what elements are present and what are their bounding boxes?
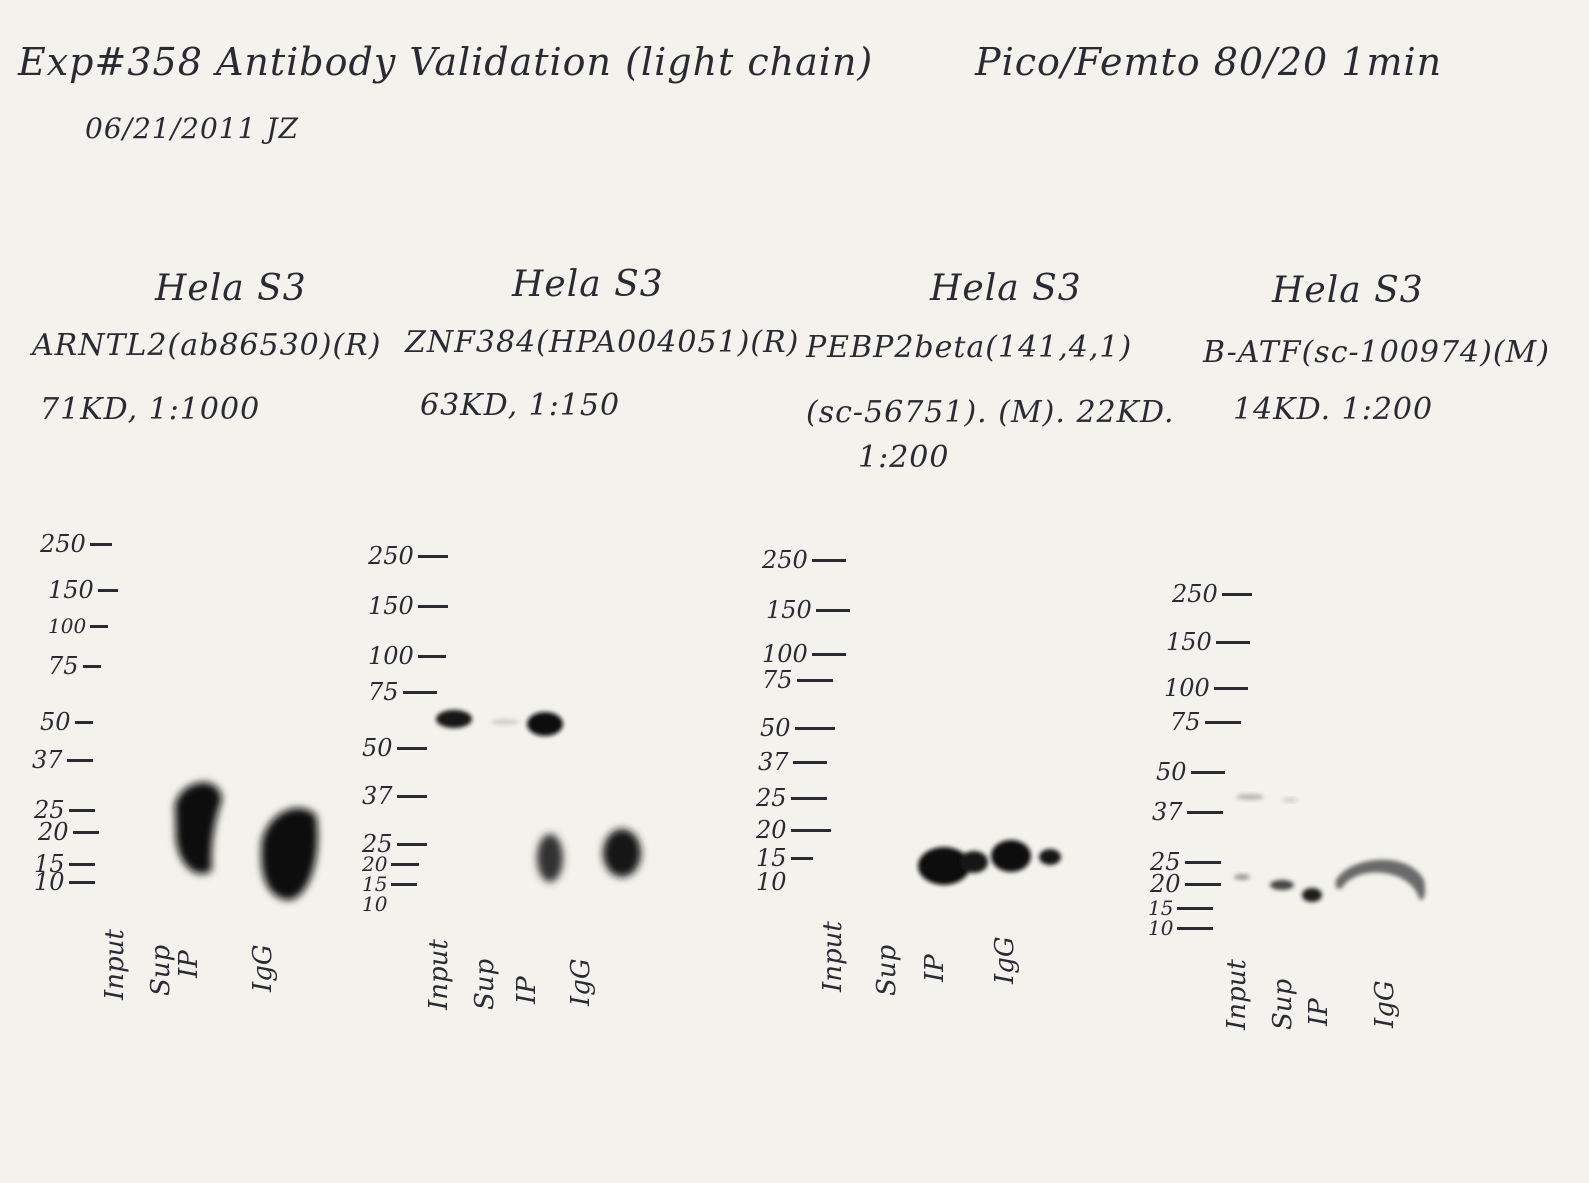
- panel2-igg-band: [603, 829, 641, 877]
- panel1-marker-50: 50: [40, 708, 93, 736]
- panel2-input-band: [436, 710, 472, 728]
- panel1-marker-20: 20: [38, 818, 99, 846]
- panel1-conditions: 71KD, 1:1000: [40, 392, 261, 427]
- panel2-conditions: 63KD, 1:150: [420, 388, 621, 423]
- panel2-marker-20: 20: [362, 852, 420, 876]
- panel3-marker-150: 150: [766, 596, 850, 624]
- panel4-sup-faint-band: [1282, 798, 1298, 802]
- panel2-ip-band-lower: [537, 834, 563, 882]
- panel4-marker-150: 150: [1166, 628, 1250, 656]
- panel2-cell-line: Hela S3: [512, 264, 664, 305]
- panel4-input-faint-band: [1236, 794, 1264, 800]
- panel2-ip-band-upper: [527, 712, 563, 736]
- panel3-marker-20: 20: [756, 816, 831, 844]
- panel4-marker-50: 50: [1156, 758, 1225, 786]
- panel3-marker-250: 250: [762, 546, 846, 574]
- panel4-marker-75: 75: [1170, 708, 1241, 736]
- panel4-sup-band: [1270, 880, 1294, 890]
- panel3-marker-25: 25: [756, 784, 827, 812]
- panel4-marker-100: 100: [1164, 674, 1248, 702]
- panel2-marker-10: 10: [362, 892, 388, 916]
- panel3-marker-75: 75: [762, 666, 833, 694]
- panel4-marker-10: 10: [1148, 916, 1214, 940]
- panel2-marker-250: 250: [368, 542, 448, 570]
- panel3-marker-10: 10: [756, 868, 787, 896]
- panel3-marker-100: 100: [762, 640, 846, 668]
- panel4-cell-line: Hela S3: [1272, 270, 1424, 311]
- panel2-marker-75: 75: [368, 678, 437, 706]
- panel4-marker-20: 20: [1150, 870, 1221, 898]
- panel2-marker-25: 25: [362, 830, 427, 858]
- panel3-marker-37: 37: [758, 748, 827, 776]
- panel4-input-band: [1234, 874, 1250, 880]
- panel1-marker-100: 100: [48, 614, 109, 638]
- panel3-antibody: PEBP2beta(141,4,1): [806, 330, 1133, 365]
- panel4-conditions: 14KD. 1:200: [1233, 392, 1434, 427]
- panel2-antibody: ZNF384(HPA004051)(R): [405, 325, 800, 360]
- panel1-antibody: ARNTL2(ab86530)(R): [32, 328, 382, 363]
- panel1-marker-10: 10: [34, 868, 95, 896]
- panel3-ip-band-b: [960, 851, 988, 873]
- panel3-ip-band: [918, 847, 970, 885]
- detection-note: Pico/Femto 80/20 1min: [975, 40, 1443, 84]
- panel2-marker-100: 100: [368, 642, 446, 670]
- experiment-title: Exp#358 Antibody Validation (light chain…: [18, 40, 874, 84]
- panel4-marker-250: 250: [1172, 580, 1252, 608]
- panel4-ip-band: [1302, 888, 1322, 902]
- panel1-marker-25: 25: [34, 796, 95, 824]
- date-initials: 06/21/2011 JZ: [85, 112, 299, 145]
- panel3-marker-50: 50: [760, 714, 835, 742]
- panel2-sup-band: [491, 719, 519, 725]
- panel2-marker-150: 150: [368, 592, 448, 620]
- panel3-igg-band-b: [1039, 849, 1061, 865]
- panel3-cell-line: Hela S3: [930, 268, 1082, 309]
- panel4-marker-37: 37: [1152, 798, 1223, 826]
- panel2-marker-15: 15: [362, 872, 418, 896]
- panel1-marker-75: 75: [48, 652, 101, 680]
- panel1-marker-15: 15: [34, 850, 95, 878]
- panel4-igg-band: [1335, 859, 1426, 900]
- panel3-marker-15: 15: [756, 844, 813, 872]
- panel1-ip-band: [175, 782, 222, 874]
- panel2-marker-37: 37: [362, 782, 427, 810]
- panel3-conditions: (sc-56751). (M). 22KD.: [806, 395, 1175, 430]
- panel4-marker-25: 25: [1150, 848, 1221, 876]
- panel1-marker-250: 250: [40, 530, 112, 558]
- panel1-marker-150: 150: [48, 576, 118, 604]
- panel3-igg-band: [991, 840, 1031, 872]
- panel2-marker-50: 50: [362, 734, 427, 762]
- panel3-dilution: 1:200: [858, 440, 950, 475]
- panel4-antibody: B-ATF(sc-100974)(M): [1203, 335, 1550, 370]
- panel1-igg-band: [261, 808, 318, 900]
- panel4-marker-15: 15: [1148, 896, 1214, 920]
- panel1-cell-line: Hela S3: [155, 268, 307, 309]
- panel1-marker-37: 37: [32, 746, 93, 774]
